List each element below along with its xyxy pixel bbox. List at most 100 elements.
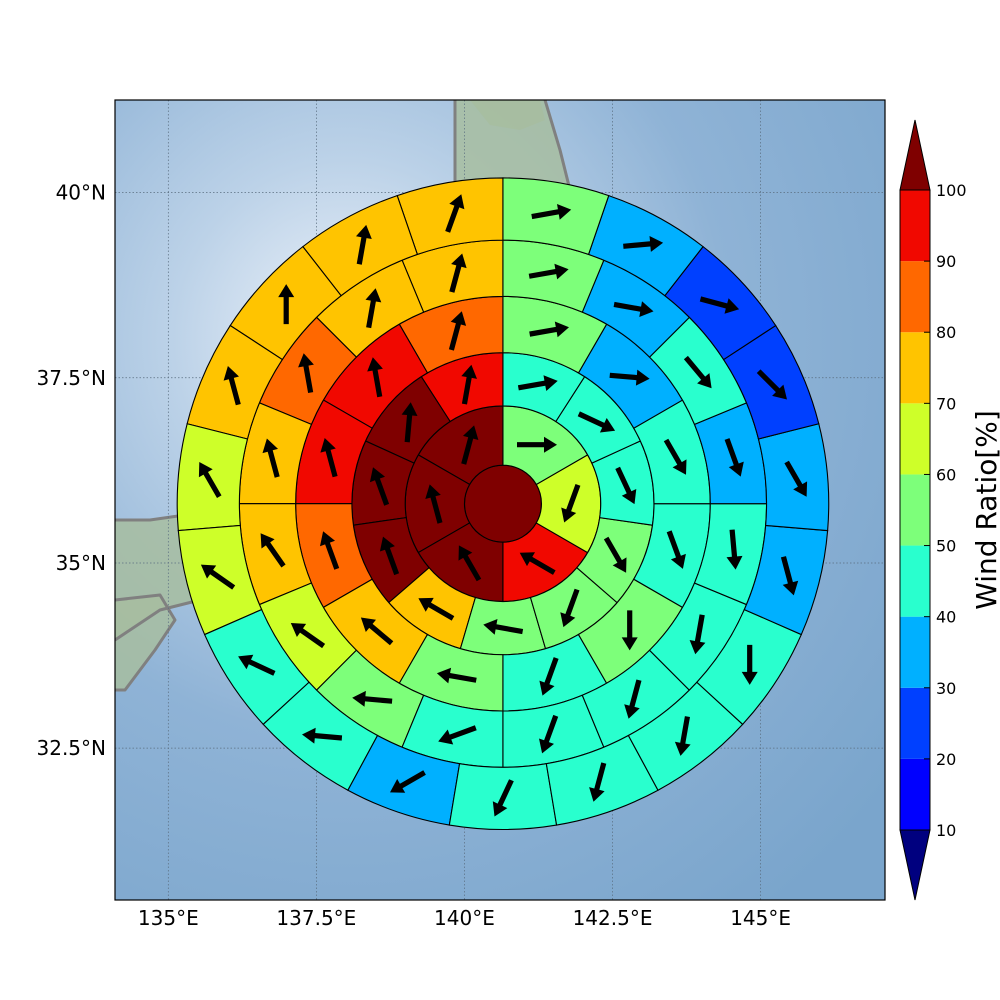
colorbar-bin	[900, 403, 930, 475]
wind-arrow	[278, 284, 295, 325]
wind-arrow	[683, 355, 712, 389]
wind-arrow	[674, 716, 691, 756]
wind-arrow	[379, 536, 400, 576]
colorbar-bin	[900, 545, 930, 617]
wind-arrow	[356, 224, 372, 265]
colorbar-tick-label: 60	[936, 465, 956, 484]
wind-arrow	[724, 438, 744, 477]
wind-arrow	[623, 236, 664, 252]
wind-arrow	[741, 644, 758, 685]
x-tick-label: 140°E	[434, 906, 495, 930]
colorbar-bin	[900, 190, 930, 262]
wind-arrow	[238, 654, 276, 676]
y-tick-label: 32.5°N	[37, 736, 107, 760]
wind-arrow	[369, 467, 390, 506]
wind-arrow	[663, 438, 687, 475]
wind-arrow	[539, 657, 559, 696]
colorbar-tick-label: 20	[936, 750, 956, 769]
colorbar-bin	[900, 474, 930, 546]
wind-arrow	[200, 564, 236, 590]
wind-arrow	[425, 484, 443, 524]
colorbar-tick-label: 80	[936, 323, 956, 342]
wind-arrow	[689, 614, 706, 655]
wind-arrow	[438, 725, 477, 745]
wind-arrow	[262, 438, 280, 478]
colorbar-bin	[900, 332, 930, 404]
y-tick-label: 35°N	[56, 551, 106, 575]
wind-arrow	[615, 466, 637, 505]
sector-cells	[176, 177, 830, 831]
x-tick-label: 142.5°E	[573, 906, 653, 930]
wind-arrow	[529, 321, 569, 338]
colorbar-tick-label: 90	[936, 252, 956, 271]
wind-arrow	[390, 770, 426, 793]
wind-arrow	[666, 530, 686, 569]
sector-cell	[502, 177, 610, 256]
map-area	[115, 100, 885, 900]
wind-arrow	[458, 545, 482, 582]
wind-arrow	[528, 263, 569, 280]
wind-arrow	[603, 536, 627, 573]
wind-arrows	[198, 194, 808, 817]
wind-arrow	[367, 357, 383, 398]
x-tick-label: 145°E	[730, 906, 791, 930]
wind-arrow	[780, 556, 799, 596]
wind-arrow	[320, 438, 338, 478]
wind-arrow	[560, 588, 580, 628]
colorbar-tick-label: 10	[936, 821, 956, 840]
wind-arrow	[449, 253, 467, 293]
colorbar-bin	[900, 616, 930, 688]
colorbar-extend-low	[899, 829, 931, 901]
colorbar-tick-label: 30	[936, 679, 956, 698]
wind-arrow	[517, 375, 558, 391]
wind-arrow	[492, 779, 514, 817]
wind-arrow	[613, 301, 654, 317]
colorbar-bin	[900, 261, 930, 333]
wind-arrow	[298, 353, 314, 393]
colorbar-tick-label: 100	[936, 181, 967, 200]
colorbar-frame	[899, 189, 931, 831]
wind-arrow	[198, 462, 222, 498]
wind-arrow	[448, 311, 467, 351]
shikoku-land	[115, 595, 175, 690]
x-tick-label: 137.5°E	[276, 906, 356, 930]
wind-arrow	[320, 531, 340, 570]
sector-cell	[176, 423, 249, 532]
wind-arrow	[726, 529, 743, 570]
colorbar-tick-label: 40	[936, 608, 956, 627]
wind-arrow	[365, 288, 382, 329]
wind-arrow	[519, 552, 556, 575]
wind-arrow	[436, 667, 477, 684]
wind-arrow	[401, 402, 418, 443]
colorbar-tick-label: 70	[936, 394, 956, 413]
wind-arrow	[483, 619, 524, 635]
wind-arrow	[461, 364, 477, 405]
wind-arrow	[260, 533, 286, 568]
colorbar-tick-label: 50	[936, 537, 956, 556]
wind-arrow	[461, 425, 479, 465]
coastline-shikoku	[115, 593, 177, 692]
wind-arrow	[302, 727, 343, 744]
wind-arrow	[352, 690, 393, 707]
colorbar-bin	[900, 758, 930, 830]
wind-arrow	[621, 610, 638, 651]
y-axis-ticks: 32.5°N 35°N 37.5°N 40°N	[37, 181, 107, 761]
wind-arrow	[223, 366, 241, 406]
wind-arrow	[539, 714, 559, 754]
wind-arrow	[756, 369, 787, 400]
hokkaido-land	[470, 100, 545, 130]
wind-arrow	[784, 460, 808, 497]
x-axis-ticks: 135°E 137.5°E 140°E 142.5°E 145°E	[138, 906, 791, 930]
wind-arrow	[360, 617, 394, 646]
map-frame	[114, 99, 886, 901]
wind-arrow	[445, 194, 465, 233]
y-tick-label: 37.5°N	[37, 366, 107, 390]
colorbar-extend-high	[899, 119, 931, 191]
colorbar-bin	[900, 687, 930, 759]
wind-arrow	[589, 762, 607, 802]
x-tick-label: 135°E	[138, 906, 199, 930]
wind-arrow	[624, 679, 642, 719]
wind-arrow	[561, 484, 581, 523]
wind-arrow	[290, 623, 326, 649]
